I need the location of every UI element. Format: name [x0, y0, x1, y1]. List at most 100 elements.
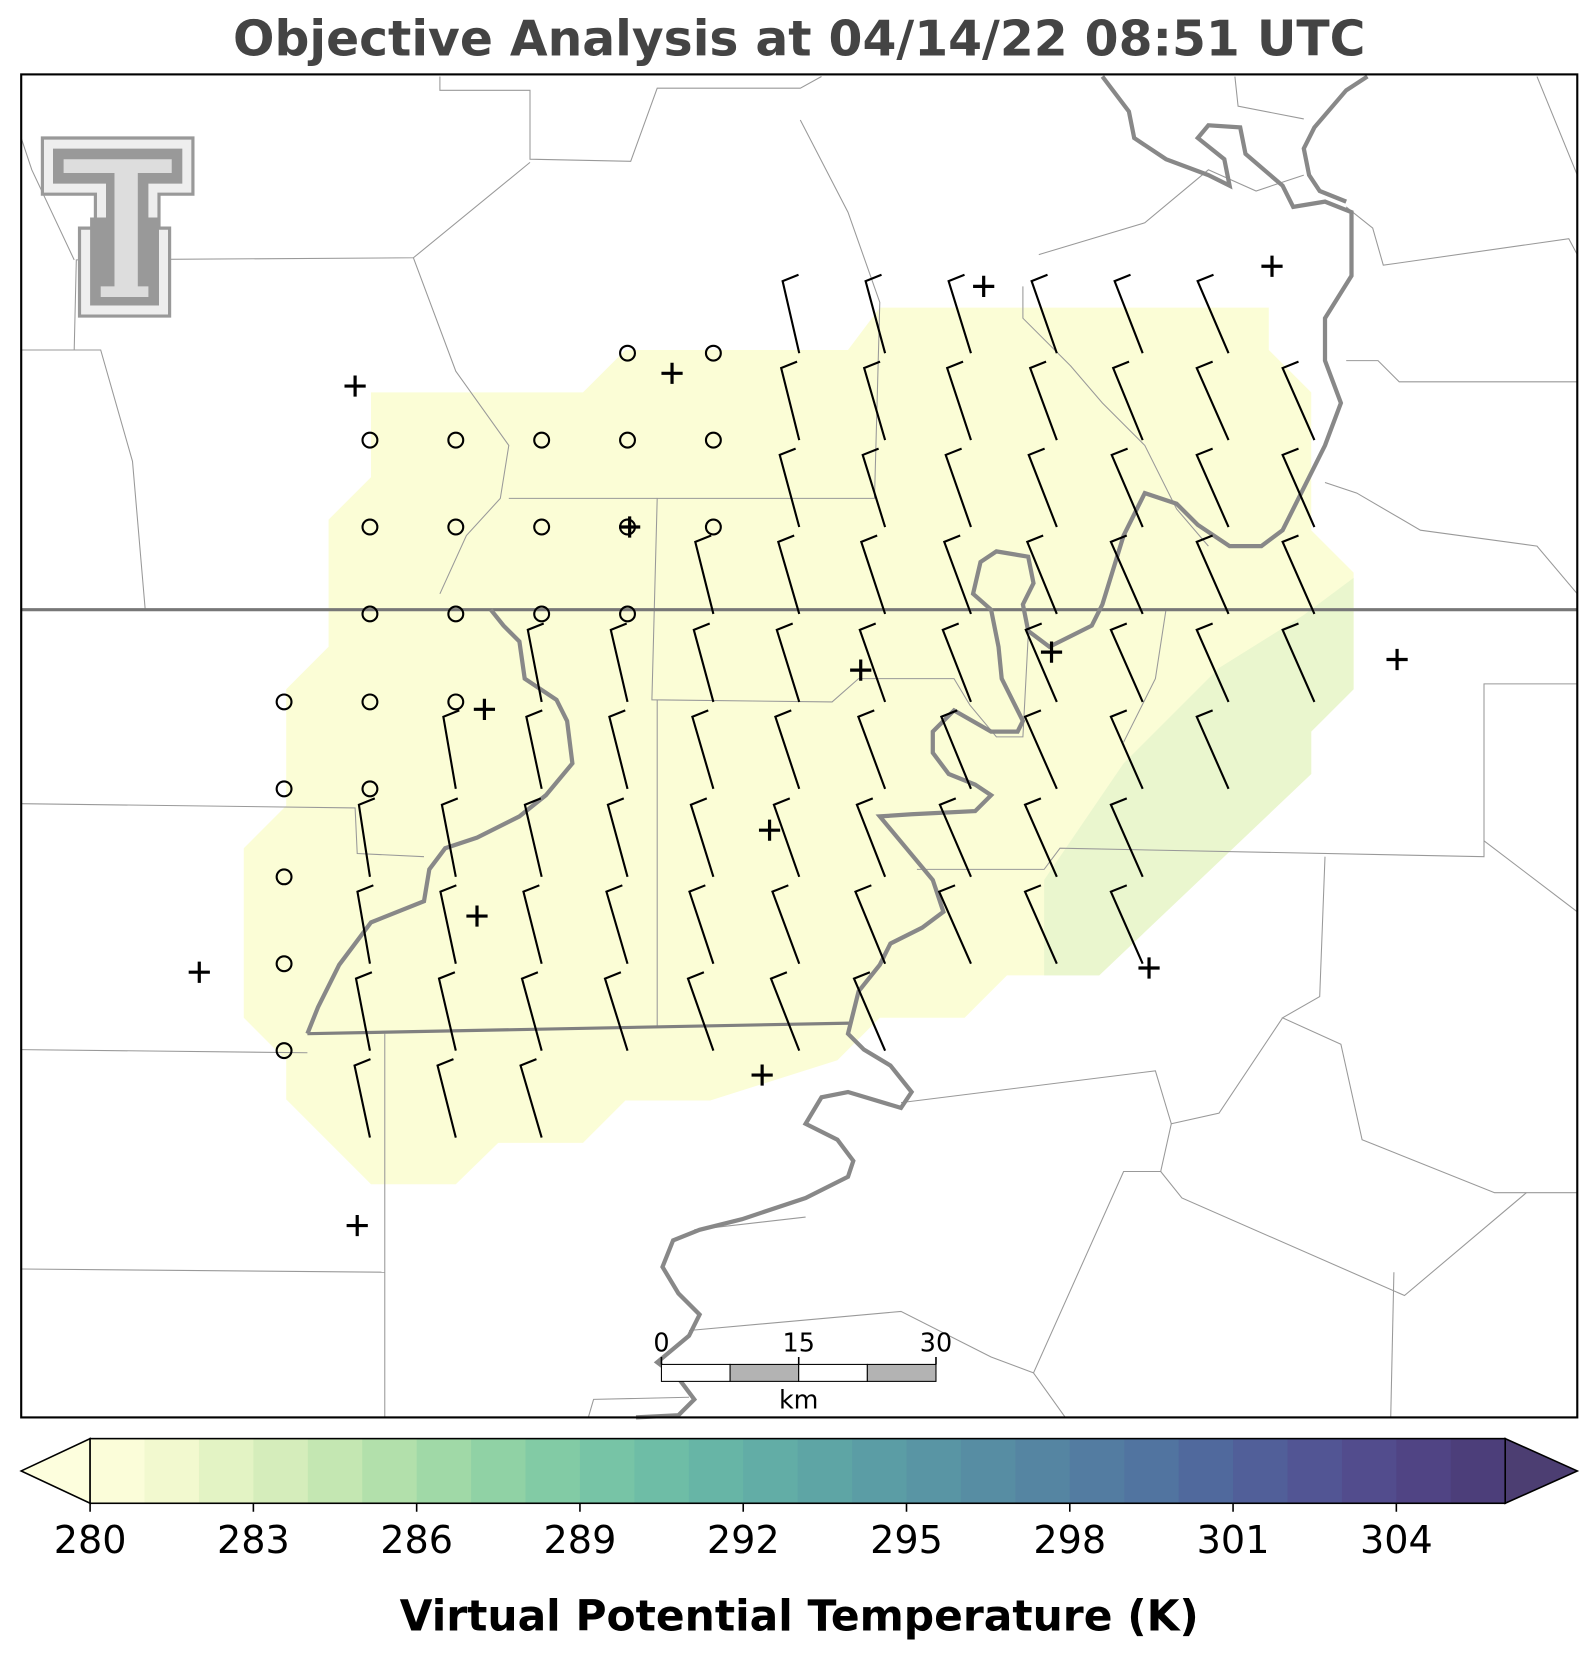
wind-barb	[1195, 447, 1230, 528]
missing-station	[188, 961, 210, 983]
colorbar-bin	[579, 1438, 635, 1504]
colorbar-bin	[797, 1438, 853, 1504]
wind-barb	[1195, 622, 1230, 703]
colorbar-bin	[1287, 1438, 1343, 1504]
colorbar-bin	[1178, 1438, 1234, 1504]
missing-station	[1261, 255, 1283, 277]
wind-barb	[859, 534, 887, 615]
colorbar-bin	[960, 1438, 1016, 1504]
colorbar-bin	[253, 1438, 309, 1504]
title: Objective Analysis at 04/14/22 08:51 UTC	[233, 12, 1365, 68]
colorbar-tick-label: 283	[217, 1518, 290, 1562]
wind-barb	[1111, 360, 1144, 441]
colorbar-under	[19, 1437, 91, 1505]
colorbar-bin	[307, 1438, 363, 1504]
wind-barb	[353, 1058, 371, 1138]
wind-barb	[357, 797, 376, 877]
colorbar-bin	[416, 1438, 472, 1504]
missing-station	[466, 905, 488, 927]
wind-barb	[1025, 534, 1058, 615]
wind-barb	[939, 709, 972, 790]
missing-station	[758, 819, 781, 841]
missing-station	[619, 516, 641, 538]
wind-barb	[437, 971, 457, 1051]
wind-barb	[520, 971, 543, 1051]
colorbar-bin	[906, 1438, 962, 1504]
wind-barb	[694, 534, 715, 615]
wind-barb	[442, 709, 460, 790]
map: 0 15 30 km	[20, 73, 1579, 1420]
wind-barb	[1109, 622, 1144, 703]
wind-barb	[1281, 447, 1316, 528]
wind-barb	[852, 971, 887, 1052]
colorbar-bin	[1450, 1438, 1506, 1504]
wind-barb	[439, 884, 457, 964]
wind-barb	[1027, 447, 1058, 528]
colorbar-bin	[688, 1438, 744, 1504]
wind-barb	[1195, 360, 1230, 441]
wind-barb	[937, 884, 972, 965]
scale-segment	[866, 1363, 937, 1382]
colorbar-bin	[1124, 1438, 1180, 1504]
calm-station	[447, 693, 465, 711]
wind-barb	[1281, 534, 1316, 615]
wind-barb	[778, 447, 801, 528]
colorbar: 280 283 286 289 292 295 298 301 304	[19, 1437, 1580, 1562]
wind-barb	[356, 884, 374, 964]
missing-station	[346, 1214, 368, 1237]
wind-barb	[603, 971, 629, 1051]
wind-barb	[1023, 709, 1058, 790]
wind-barb	[774, 709, 801, 790]
scale-segment	[660, 1363, 731, 1382]
wind-barb	[772, 797, 801, 878]
calm-station	[533, 605, 551, 623]
colorbar-bin	[852, 1438, 908, 1504]
wind-barb	[1281, 622, 1316, 703]
wind-barb	[1109, 709, 1144, 790]
stations	[188, 255, 1408, 1237]
wind-barb	[945, 360, 972, 441]
calm-station	[275, 868, 293, 886]
wind-barb	[856, 709, 887, 790]
wind-barb	[942, 534, 972, 615]
calm-station	[275, 955, 293, 973]
missing-station	[1386, 648, 1408, 671]
scale-unit: km	[779, 1385, 819, 1415]
colorbar-bin	[198, 1438, 254, 1504]
wind-barb	[525, 709, 543, 790]
wind-barb	[864, 273, 887, 354]
analysis-field-warm	[1044, 577, 1354, 976]
scale-label: 15	[783, 1327, 815, 1357]
wind-barb	[440, 797, 459, 878]
calm-station	[447, 431, 465, 449]
calm-station	[704, 344, 722, 362]
wind-barb	[1113, 273, 1144, 354]
wind-barb	[1024, 622, 1058, 703]
wind-barb	[1109, 534, 1144, 615]
colorbar-tick-label: 295	[870, 1518, 943, 1562]
scale-segment	[798, 1363, 868, 1382]
colorbar-bin	[1233, 1438, 1289, 1504]
calm-station	[361, 605, 379, 623]
state-boundary	[307, 1021, 852, 1036]
scale-label: 0	[653, 1327, 669, 1357]
county-lines	[20, 76, 1578, 1418]
wind-barb	[605, 884, 629, 965]
wind-barb	[771, 884, 801, 965]
wind-barb	[608, 709, 629, 790]
colorbar-bin	[90, 1438, 146, 1504]
colorbar-bin	[471, 1438, 527, 1504]
missing-station	[850, 659, 872, 681]
calm-station	[619, 431, 636, 449]
calm-station	[533, 431, 551, 449]
wind-barb	[1196, 273, 1230, 354]
wind-barb	[769, 971, 801, 1052]
wind-barb	[944, 447, 972, 528]
logo	[40, 136, 195, 318]
wind-barb	[861, 447, 887, 528]
wind-barb	[779, 360, 801, 441]
scale-bar: 0 15 30 km	[653, 1327, 952, 1414]
wind-barb	[1109, 797, 1144, 878]
map-frame	[20, 73, 1579, 1419]
